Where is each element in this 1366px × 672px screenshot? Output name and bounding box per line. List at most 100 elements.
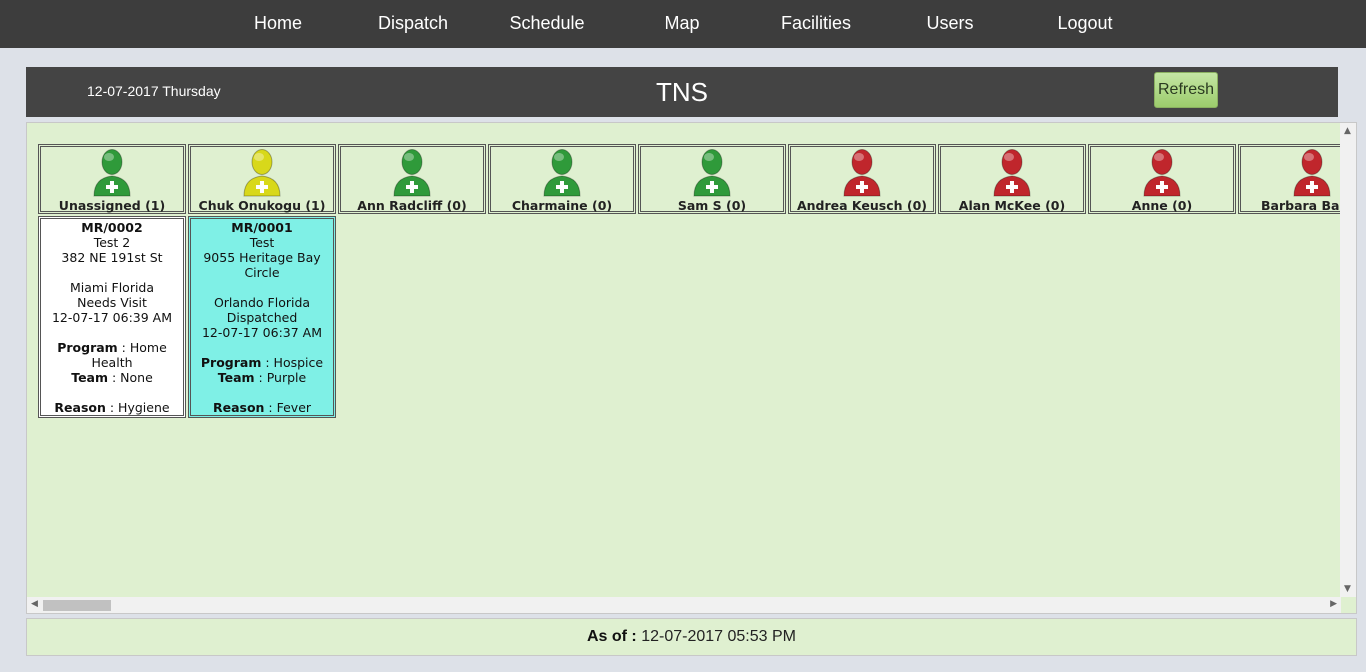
field: Program : Home Health: [47, 340, 177, 370]
icon-plus: [856, 185, 868, 189]
field-label: Team: [217, 370, 255, 385]
staff-name: Barbara Barba: [1261, 198, 1341, 213]
city: Orlando Florida: [213, 295, 311, 310]
icon-plus: [106, 185, 118, 189]
reason: Reason : Hygiene: [47, 400, 177, 415]
icon-head: [1301, 149, 1323, 175]
staff-name: Charmaine (0): [511, 198, 613, 213]
field-value: : None: [108, 370, 153, 385]
staff-column: Sam S (0): [638, 144, 786, 214]
nav-bar: Home Dispatch Schedule Map Facilities Users Lo…: [0, 0, 1366, 48]
as-of-label: As of :: [586, 628, 637, 645]
icon-head: [1001, 149, 1023, 175]
staff-name: Alan McKee (0): [958, 198, 1066, 213]
visit-card[interactable]: MR/0002 Test 2 382 NE 191st St Miami Florid…: [38, 216, 186, 418]
icon-shine: [854, 153, 864, 161]
icon-shine: [404, 153, 414, 161]
staff-header[interactable]: Alan McKee (0): [938, 144, 1086, 214]
city: Miami Florida: [69, 280, 155, 295]
staff-column: Barbara Barba: [1238, 144, 1341, 214]
staff-column: Andrea Keusch (0): [788, 144, 936, 214]
reason-value: : Hygiene: [105, 400, 170, 415]
patient: Test: [249, 235, 275, 250]
staff-header[interactable]: Chuk Onukogu (1): [188, 144, 336, 214]
date: 12-07-2017 Thursday: [87, 83, 221, 99]
staff-name: Unassigned (1): [58, 198, 166, 213]
horizontal-scrollbar[interactable]: ◀ ▶: [27, 597, 1341, 613]
vertical-scrollbar[interactable]: ▲ ▼: [1340, 123, 1356, 597]
staff-column: Charmaine (0): [488, 144, 636, 214]
icon-shine: [704, 153, 714, 161]
icon-plus: [256, 185, 268, 189]
nav-link[interactable]: Logout: [1057, 13, 1113, 33]
board: Unassigned (1) MR/0002 Test 2 382 NE 191st …: [26, 122, 1357, 614]
icon-shine: [554, 153, 564, 161]
board-view: Unassigned (1) MR/0002 Test 2 382 NE 191st …: [27, 123, 1341, 597]
icon-head: [101, 149, 123, 175]
field-value: : Home Health: [91, 340, 167, 370]
icon-head: [251, 149, 273, 175]
icon-shine: [254, 153, 264, 161]
staff-header[interactable]: Anne (0): [1088, 144, 1236, 214]
staff-column: Unassigned (1) MR/0002 Test 2 382 NE 191st …: [38, 144, 186, 418]
staff-header[interactable]: Sam S (0): [638, 144, 786, 214]
staff-icon: [393, 149, 431, 197]
as-of-value: 12-07-2017 05:53 PM: [641, 628, 796, 645]
staff-column: Ann Radcliff (0): [338, 144, 486, 214]
reason-label: Reason: [212, 400, 265, 415]
patient: Test 2: [93, 235, 131, 250]
nav-link[interactable]: Schedule: [509, 13, 585, 33]
icon-shine: [1154, 153, 1164, 161]
reason: Reason : Fever: [197, 400, 327, 415]
status: Dispatched: [226, 310, 298, 325]
staff-name: Sam S (0): [677, 198, 747, 213]
icon-plus: [1306, 185, 1318, 189]
field: Program : Hospice: [197, 355, 327, 370]
staff-header[interactable]: Unassigned (1): [38, 144, 186, 214]
scroll-up[interactable]: ▲: [1344, 126, 1351, 136]
field-value: : Purple: [254, 370, 307, 385]
staff-header[interactable]: Andrea Keusch (0): [788, 144, 936, 214]
nav-link[interactable]: Home: [253, 13, 303, 33]
icon-plus: [406, 185, 418, 189]
scroll-left[interactable]: ◀: [31, 599, 38, 609]
reason-label: Reason: [54, 400, 106, 415]
staff-column: Anne (0): [1088, 144, 1236, 214]
field: Team : None: [47, 370, 177, 385]
field-value: : Hospice: [261, 355, 324, 370]
staff-icon: [1293, 149, 1331, 197]
field-label: Program: [57, 340, 118, 355]
staff-header[interactable]: Charmaine (0): [488, 144, 636, 214]
field-label: Program: [200, 355, 262, 370]
staff-column: Alan McKee (0): [938, 144, 1086, 214]
record-id: MR/0002: [81, 220, 143, 235]
title: TNS: [656, 77, 708, 107]
staff-icon: [243, 149, 281, 197]
header-bar: 12-07-2017 Thursday TNS Refresh: [26, 67, 1338, 117]
staff-icon: [93, 149, 131, 197]
staff-icon: [1143, 149, 1181, 197]
icon-head: [1151, 149, 1173, 175]
nav-link[interactable]: Map: [664, 13, 700, 33]
nav-link[interactable]: Dispatch: [377, 13, 449, 33]
icon-shine: [104, 153, 114, 161]
icon-head: [551, 149, 573, 175]
nav-link[interactable]: Users: [926, 13, 974, 33]
icon-head: [401, 149, 423, 175]
nav-link[interactable]: Facilities: [780, 13, 852, 33]
staff-header[interactable]: Barbara Barba: [1238, 144, 1341, 214]
field-label: Team: [71, 370, 109, 385]
staff-column: Chuk Onukogu (1) MR/0001 Test 9055 Heritage…: [188, 144, 336, 418]
visit-card[interactable]: MR/0001 Test 9055 Heritage Bay Circle Orlan…: [188, 216, 336, 418]
scroll-right[interactable]: ▶: [1330, 599, 1337, 609]
time: 12-07-17 06:39 AM: [51, 310, 173, 325]
icon-head: [851, 149, 873, 175]
scroll-down[interactable]: ▼: [1344, 584, 1351, 594]
staff-name: Chuk Onukogu (1): [198, 198, 326, 213]
scroll-thumb[interactable]: [43, 600, 111, 611]
field: Team : Purple: [197, 370, 327, 385]
status: Needs Visit: [77, 295, 147, 310]
staff-header[interactable]: Ann Radcliff (0): [338, 144, 486, 214]
refresh-button[interactable]: Refresh: [1154, 72, 1218, 108]
